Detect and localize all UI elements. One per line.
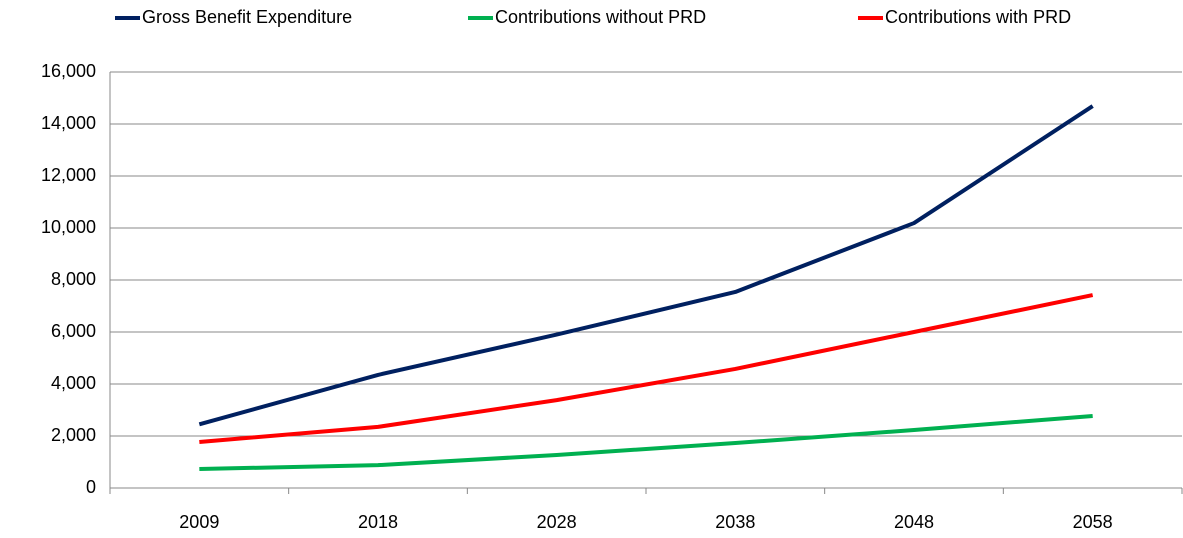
series-line <box>198 104 1094 427</box>
x-tick-label: 2048 <box>894 512 934 532</box>
x-tick-label: 2038 <box>715 512 755 532</box>
y-tick-label: 10,000 <box>41 217 96 237</box>
y-tick-label: 8,000 <box>51 269 96 289</box>
y-tick-label: 4,000 <box>51 373 96 393</box>
y-tick-label: 12,000 <box>41 165 96 185</box>
x-tick-label: 2058 <box>1073 512 1113 532</box>
x-tick-label: 2018 <box>358 512 398 532</box>
y-tick-label: 2,000 <box>51 425 96 445</box>
y-tick-label: 0 <box>86 477 96 497</box>
series-line <box>199 413 1093 472</box>
y-tick-label: 14,000 <box>41 113 96 133</box>
x-tick-label: 2028 <box>537 512 577 532</box>
legend-label: Contributions without PRD <box>495 7 706 27</box>
series-line <box>199 293 1094 444</box>
y-tick-label: 16,000 <box>41 61 96 81</box>
x-tick-label: 2009 <box>179 512 219 532</box>
legend-label: Gross Benefit Expenditure <box>142 7 352 27</box>
y-tick-label: 6,000 <box>51 321 96 341</box>
legend-label: Contributions with PRD <box>885 7 1071 27</box>
